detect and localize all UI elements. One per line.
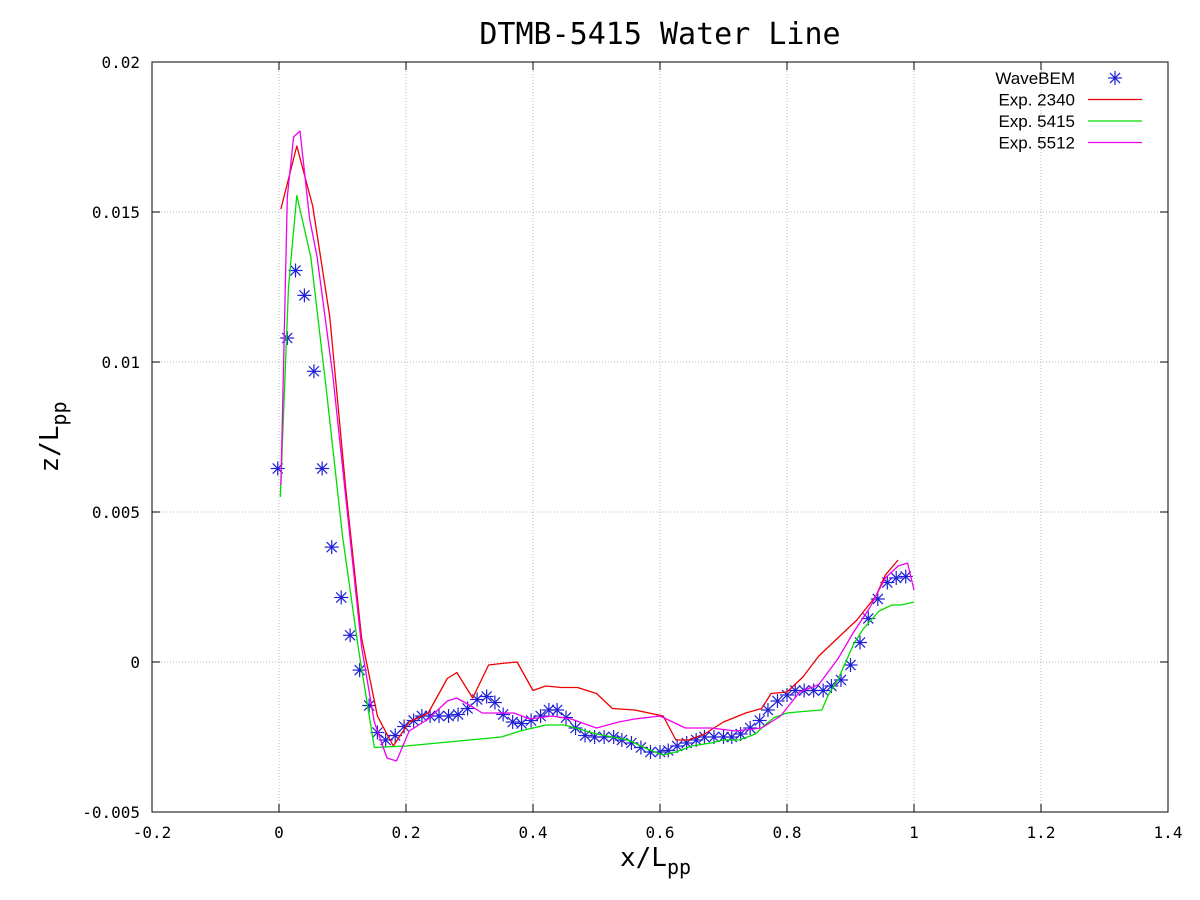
y-tick-label: -0.005 <box>82 803 140 822</box>
data-point-wavebem <box>451 707 466 722</box>
y-tick-label: 0.005 <box>92 503 140 522</box>
series-wavebem <box>270 263 913 759</box>
data-point-wavebem <box>334 590 349 605</box>
data-point-wavebem <box>343 628 358 643</box>
x-tick-label: 0.8 <box>773 823 802 842</box>
x-axis-label-main: x/L <box>620 843 667 873</box>
legend-swatch-wavebem <box>1108 71 1122 85</box>
data-point-wavebem <box>487 695 502 710</box>
data-point-wavebem <box>479 689 494 704</box>
data-point-wavebem <box>752 713 767 728</box>
data-point-wavebem <box>550 703 565 717</box>
data-point-wavebem <box>505 715 520 729</box>
x-tick-label: 0.6 <box>646 823 675 842</box>
data-point-wavebem <box>889 571 904 585</box>
x-tick-label: 0.2 <box>392 823 421 842</box>
series-line-exp-2340 <box>280 145 899 747</box>
data-point-wavebem <box>306 364 321 379</box>
data-point-wavebem <box>770 694 785 708</box>
x-axis-label-subscript: pp <box>667 855 691 879</box>
data-point-wavebem <box>470 692 485 707</box>
x-tick-label: -0.2 <box>133 823 172 842</box>
data-point-wavebem <box>816 683 831 698</box>
series-exp-5512 <box>280 130 915 762</box>
data-point-wavebem <box>270 461 285 476</box>
data-point-wavebem <box>670 739 685 753</box>
x-axis-label: x/Lpp <box>620 843 691 879</box>
y-tick-label: 0 <box>130 653 140 672</box>
series-exp-5415 <box>279 194 915 756</box>
data-point-wavebem <box>288 263 303 278</box>
data-point-wavebem <box>315 461 330 476</box>
data-point-wavebem <box>397 719 412 734</box>
data-point-wavebem <box>297 288 312 303</box>
data-point-wavebem <box>724 730 739 744</box>
y-tick-label: 0.02 <box>101 53 140 72</box>
data-point-wavebem <box>743 721 758 735</box>
series-layer <box>270 130 915 762</box>
legend: WaveBEM Exp. 2340 Exp. 5415 Exp. 5512 <box>995 69 1142 153</box>
data-point-wavebem <box>760 703 775 717</box>
legend-label-exp-2340: Exp. 2340 <box>998 91 1075 110</box>
x-tick-label: 0.4 <box>519 823 548 842</box>
data-point-wavebem <box>432 709 447 723</box>
y-tick-label: 0.015 <box>92 203 140 222</box>
x-tick-label: 1.4 <box>1154 823 1183 842</box>
data-point-wavebem <box>833 673 848 687</box>
series-exp-2340 <box>280 145 899 747</box>
data-point-wavebem <box>324 540 339 555</box>
y-axis-label: z/Lpp <box>35 401 71 472</box>
data-point-wavebem <box>533 709 548 723</box>
chart-title: DTMB-5415 Water Line <box>479 17 840 52</box>
legend-label-wavebem: WaveBEM <box>995 69 1075 88</box>
y-axis-label-subscript: pp <box>47 401 71 425</box>
data-point-wavebem <box>496 707 511 722</box>
data-point-wavebem <box>514 716 529 731</box>
legend-label-exp-5512: Exp. 5512 <box>998 134 1075 153</box>
data-point-wavebem <box>441 709 456 723</box>
data-point-wavebem <box>352 663 367 678</box>
data-point-wavebem <box>578 728 593 743</box>
x-tick-label: 1.2 <box>1027 823 1056 842</box>
series-line-exp-5415 <box>279 194 915 756</box>
legend-label-exp-5415: Exp. 5415 <box>998 112 1075 131</box>
x-tick-label: 0 <box>274 823 284 842</box>
series-line-exp-5512 <box>280 130 915 762</box>
data-point-wavebem <box>843 658 858 672</box>
y-axis-label-main: z/L <box>35 426 65 473</box>
axes-layer: -0.2 0 0.2 0.4 0.6 0.8 1 1.2 1.4 -0.005 0 0.005 0.01… <box>82 53 1182 842</box>
x-tick-label: 1 <box>909 823 919 842</box>
y-tick-label: 0.01 <box>101 353 140 372</box>
data-point-wavebem <box>780 688 794 702</box>
